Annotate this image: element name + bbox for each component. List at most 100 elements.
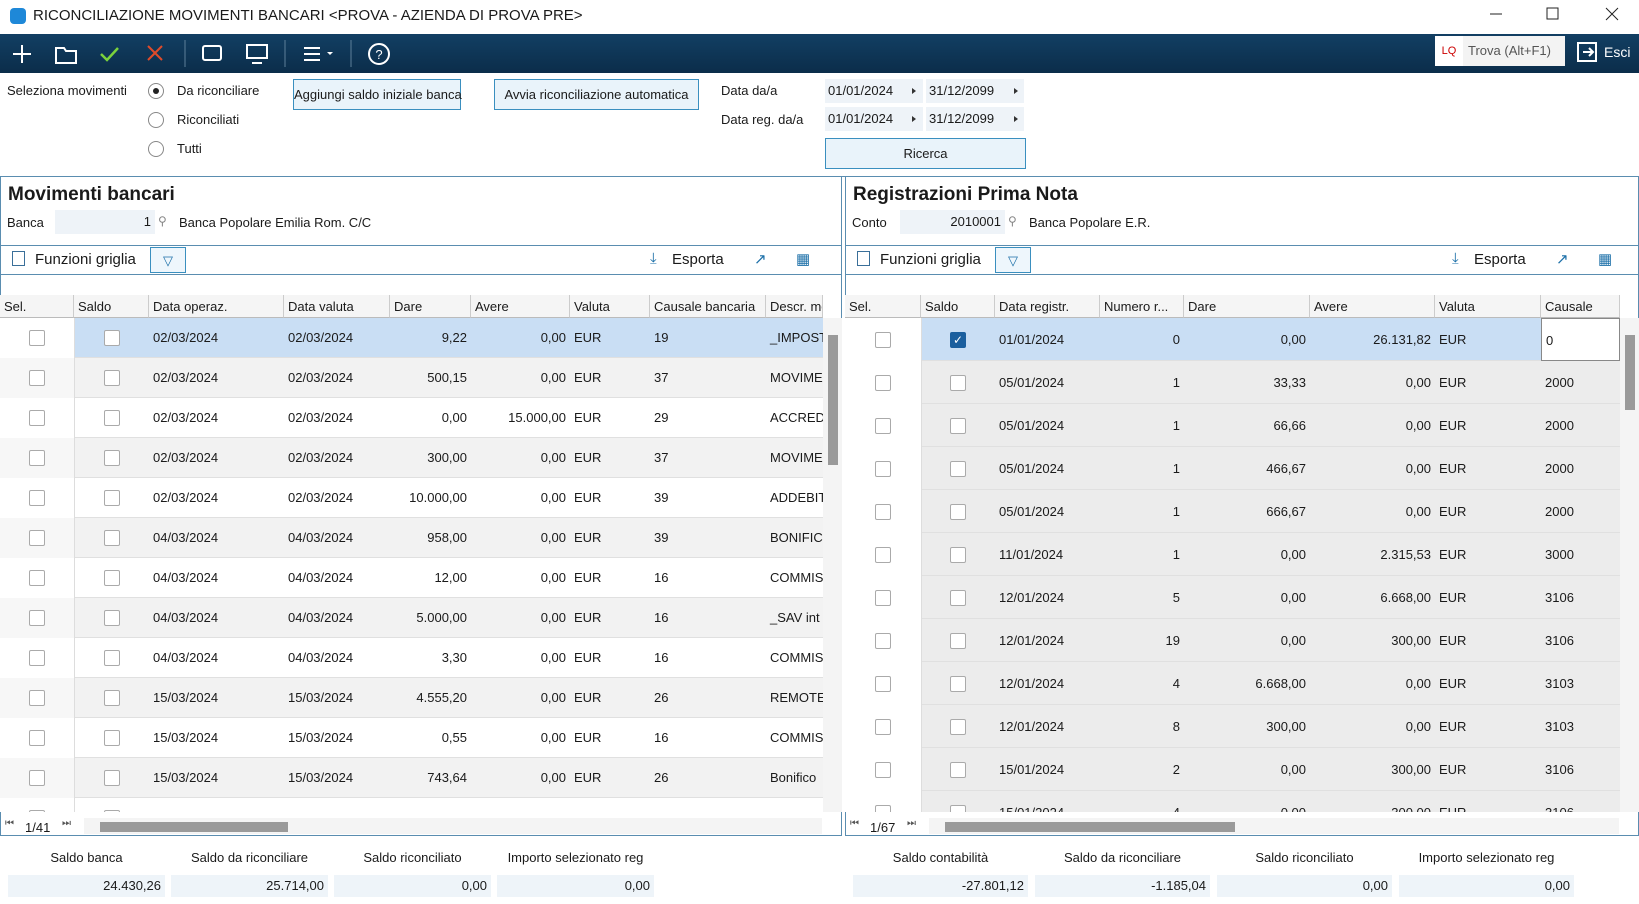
grid-row[interactable]: 05/01/2024 1 466,67 0,00 EUR 2000 xyxy=(845,447,1620,490)
sel-checkbox[interactable] xyxy=(875,589,891,606)
radio[interactable] xyxy=(148,141,164,157)
saldo-checkbox[interactable] xyxy=(103,570,120,586)
column-header[interactable]: Dare xyxy=(390,295,471,318)
saldo-checkbox[interactable] xyxy=(103,650,120,666)
column-header[interactable]: Sel. xyxy=(845,295,921,318)
saldo-checkbox[interactable] xyxy=(103,730,120,746)
column-header[interactable]: Avere xyxy=(1310,295,1435,318)
saldo-checkbox[interactable]: ✓ xyxy=(950,331,966,348)
sel-checkbox[interactable] xyxy=(29,410,45,426)
export-button[interactable]: Esporta xyxy=(1474,251,1526,268)
sel-checkbox[interactable] xyxy=(875,417,891,434)
grid-row[interactable]: 15/03/202415/03/2024705,030,00EUR26Bonif… xyxy=(0,798,823,812)
sel-checkbox[interactable] xyxy=(29,370,45,386)
radio-label[interactable]: Riconciliati xyxy=(177,112,240,127)
grid-row[interactable]: ✓ 01/01/2024 0 0,00 26.131,82 EUR 0 xyxy=(845,318,1620,361)
grid-row[interactable]: 04/03/2024 04/03/2024 3,30 0,00 EUR 16 COMMIS xyxy=(0,638,823,678)
sel-checkbox[interactable] xyxy=(29,450,45,466)
grid-row[interactable]: 15/03/2024 15/03/2024 4.555,20 0,00 EUR 26 REM… xyxy=(0,678,823,718)
saldo-checkbox[interactable] xyxy=(103,690,120,706)
radio[interactable] xyxy=(148,112,164,128)
grid-row[interactable]: 02/03/2024 02/03/2024 10.000,00 0,00 EUR 39 AD… xyxy=(0,478,823,518)
saldo-checkbox[interactable] xyxy=(950,589,966,606)
sel-checkbox[interactable] xyxy=(29,650,45,666)
grid-functions[interactable]: Funzioni griglia xyxy=(35,251,136,268)
reg-date-from[interactable]: 01/01/2024 xyxy=(825,107,923,131)
sel-checkbox[interactable] xyxy=(875,374,891,391)
exit-button[interactable]: Esci xyxy=(1604,44,1631,60)
sel-checkbox[interactable] xyxy=(29,730,45,746)
sel-checkbox[interactable] xyxy=(29,530,45,546)
saldo-checkbox[interactable] xyxy=(950,374,966,391)
sel-checkbox[interactable] xyxy=(29,810,45,812)
sel-checkbox[interactable] xyxy=(875,675,891,692)
sel-checkbox[interactable] xyxy=(875,503,891,520)
grid-row[interactable]: 12/01/2024 19 0,00 300,00 EUR 3106 xyxy=(845,619,1620,662)
saldo-checkbox[interactable] xyxy=(950,804,966,812)
add-balance-button[interactable]: Aggiungi saldo iniziale banca xyxy=(293,79,462,110)
auto-reconcile-button[interactable]: Avvia riconciliazione automatica xyxy=(494,79,699,110)
grid-row[interactable]: 04/03/2024 04/03/2024 958,00 0,00 EUR 39 BONIF… xyxy=(0,518,823,558)
sel-checkbox[interactable] xyxy=(875,718,891,735)
column-header[interactable]: Causale bancaria xyxy=(650,295,766,318)
grid-row[interactable]: 12/01/2024 4 6.668,00 0,00 EUR 3103 xyxy=(845,662,1620,705)
column-header[interactable]: Data registr. xyxy=(995,295,1100,318)
radio-label[interactable]: Tutti xyxy=(177,141,202,156)
column-header[interactable]: Saldo xyxy=(921,295,995,318)
export-button[interactable]: Esporta xyxy=(672,251,724,268)
saldo-checkbox[interactable] xyxy=(103,330,120,346)
saldo-checkbox[interactable] xyxy=(950,718,966,735)
grid-row[interactable]: 02/03/2024 02/03/2024 300,00 0,00 EUR 37 MOVIM… xyxy=(0,438,823,478)
sel-checkbox[interactable] xyxy=(875,546,891,563)
saldo-checkbox[interactable] xyxy=(950,632,966,649)
column-header[interactable]: Dare xyxy=(1184,295,1310,318)
sel-checkbox[interactable] xyxy=(875,632,891,649)
grid-row[interactable]: 15/03/2024 15/03/2024 0,55 0,00 EUR 16 COMMIS xyxy=(0,718,823,758)
sel-checkbox[interactable] xyxy=(29,610,45,626)
sel-checkbox[interactable] xyxy=(29,490,45,506)
column-header[interactable]: Saldo xyxy=(74,295,149,318)
sel-checkbox[interactable] xyxy=(29,570,45,586)
saldo-checkbox[interactable] xyxy=(103,530,120,546)
grid-row[interactable]: 04/03/2024 04/03/2024 12,00 0,00 EUR 16 COMMIS xyxy=(0,558,823,598)
grid-row[interactable]: 11/01/2024 1 0,00 2.315,53 EUR 3000 xyxy=(845,533,1620,576)
saldo-checkbox[interactable] xyxy=(950,503,966,520)
sel-checkbox[interactable] xyxy=(29,330,45,346)
reg-date-to[interactable]: 31/12/2099 xyxy=(926,107,1024,131)
grid-row[interactable]: 04/03/2024 04/03/2024 5.000,00 0,00 EUR 16 _SA… xyxy=(0,598,823,638)
toolbar-icons[interactable]: ? xyxy=(0,34,400,73)
filter-button[interactable]: ▽ xyxy=(150,247,186,273)
sel-checkbox[interactable] xyxy=(875,804,891,812)
radio-label[interactable]: Da riconciliare xyxy=(177,83,260,98)
grid-row[interactable]: 15/03/2024 15/03/2024 743,64 0,00 EUR 26 Bonif… xyxy=(0,758,823,798)
grid-row[interactable]: 05/01/2024 1 66,66 0,00 EUR 2000 xyxy=(845,404,1620,447)
saldo-checkbox[interactable] xyxy=(950,460,966,477)
grid-functions[interactable]: Funzioni griglia xyxy=(880,251,981,268)
column-header[interactable]: Valuta xyxy=(1435,295,1541,318)
window-controls[interactable] xyxy=(1480,0,1639,34)
search-button[interactable]: Ricerca xyxy=(825,138,1026,169)
column-header[interactable]: Numero r... xyxy=(1100,295,1184,318)
search-box[interactable]: Trova (Alt+F1) xyxy=(1463,36,1565,66)
grid-row[interactable]: 12/01/2024 5 0,00 6.668,00 EUR 3106 xyxy=(845,576,1620,619)
column-header[interactable]: Causale xyxy=(1541,295,1620,318)
sel-checkbox[interactable] xyxy=(875,460,891,477)
saldo-checkbox[interactable] xyxy=(103,450,120,466)
grid-row[interactable]: 02/03/2024 02/03/2024 9,22 0,00 EUR 19 _IMPOST xyxy=(0,318,823,358)
grid-row[interactable]: 05/01/2024 1 666,67 0,00 EUR 2000 xyxy=(845,490,1620,533)
saldo-checkbox[interactable] xyxy=(103,490,120,506)
sel-checkbox[interactable] xyxy=(29,770,45,786)
saldo-checkbox[interactable] xyxy=(103,610,120,626)
saldo-checkbox[interactable] xyxy=(950,761,966,778)
saldo-checkbox[interactable] xyxy=(103,410,120,426)
grid-row[interactable]: 02/03/2024 02/03/2024 500,15 0,00 EUR 37 MOVIM… xyxy=(0,358,823,398)
saldo-checkbox[interactable] xyxy=(103,770,120,786)
sel-checkbox[interactable] xyxy=(875,331,891,348)
column-header[interactable]: Data operaz. xyxy=(149,295,284,318)
column-header[interactable]: Data valuta xyxy=(284,295,390,318)
grid-row[interactable]: 02/03/2024 02/03/2024 0,00 15.000,00 EUR 29 AC… xyxy=(0,398,823,438)
column-header[interactable]: Valuta xyxy=(570,295,650,318)
column-header[interactable]: Sel. xyxy=(0,295,74,318)
date-from[interactable]: 01/01/2024 xyxy=(825,79,923,103)
